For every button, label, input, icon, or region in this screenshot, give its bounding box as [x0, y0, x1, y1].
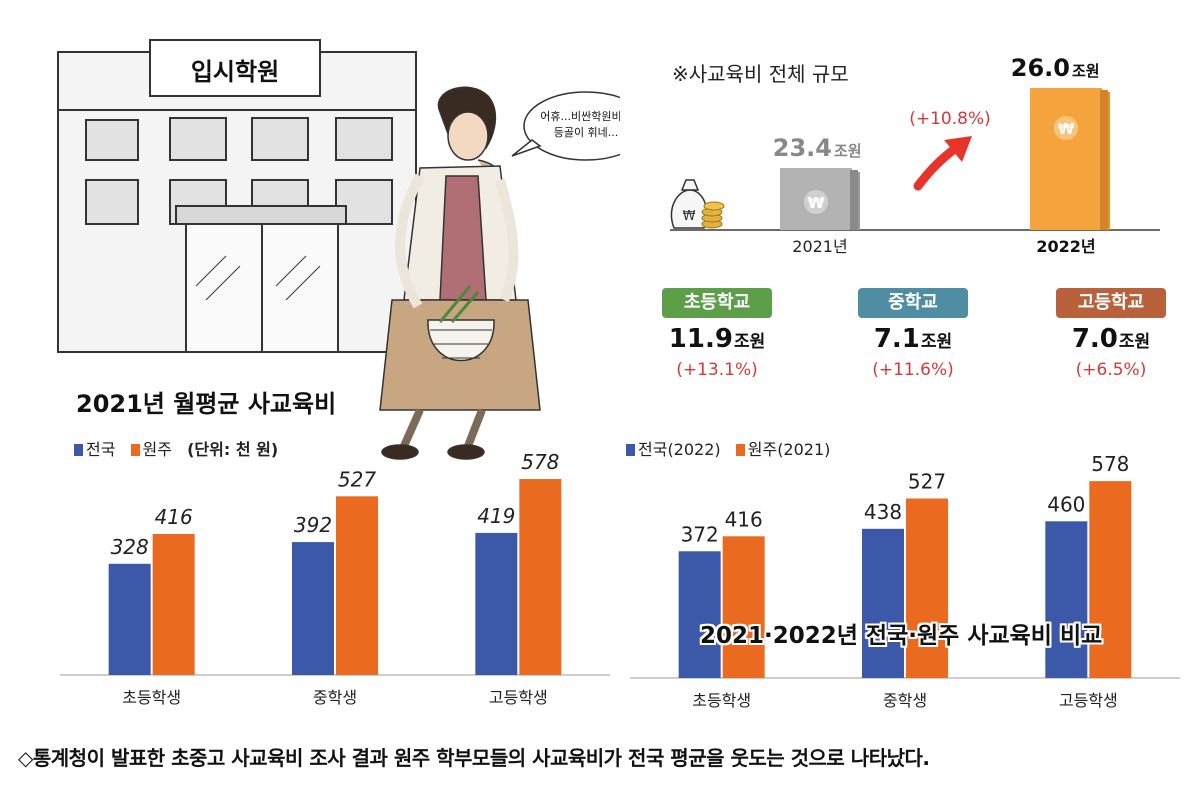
chart2-bar-0-0: [678, 551, 721, 678]
chart1-value-2-1: 578: [521, 450, 559, 474]
won-icon-2021: ₩: [808, 194, 825, 212]
chart2-legend-national: 전국(2022): [626, 440, 721, 459]
chart2-title: 2021·2022년 전국·원주 사교육비 비교: [700, 623, 1103, 649]
chart1-legend-national: 전국: [74, 440, 115, 459]
chart2-value-0-1: 416: [725, 507, 763, 531]
amount-middle-unit: 조원: [920, 332, 953, 352]
chart2-legend: 전국(2022) 원주(2021): [626, 436, 840, 460]
academy-sign: 입시학원: [191, 58, 279, 86]
chart1-bar-1-0: [292, 542, 334, 675]
won-icon-2022: ₩: [1058, 120, 1075, 138]
chart1-value-1-1: 527: [338, 467, 376, 491]
badge-middle: 중학교: [858, 288, 968, 318]
chart1-bar-0-1: [152, 533, 195, 675]
value-2022: 26.0: [1011, 54, 1070, 82]
chart2-bar-0-1: [722, 536, 765, 678]
badge-high: 고등학교: [1056, 288, 1166, 318]
bar-2022: ₩: [1030, 88, 1110, 230]
chart1-title: 2021년 월평균 사교육비: [76, 390, 337, 418]
amount-elementary-unit: 조원: [733, 332, 766, 352]
chart2-value-1-1: 527: [908, 469, 946, 493]
scale-graphic: ₩ ₩ 23.4 조원 2021년 (+10.8%) ₩ 26.0 조원 202…: [670, 54, 1160, 256]
amount-high: 7.0조원: [1041, 324, 1181, 354]
total-growth: (+10.8%): [909, 109, 991, 129]
chart1-category-1: 중학생: [313, 688, 357, 707]
chart2-value-1-0: 438: [864, 500, 902, 524]
chart1-bar-2-1: [519, 479, 562, 675]
chart2-value-2-0: 460: [1047, 492, 1085, 516]
badge-elementary: 초등학교: [662, 288, 772, 318]
chart2-legend-wonju: 원주(2021): [735, 440, 830, 459]
speech-bubble: 어휴...비싼학원비에 등골이 휘네...: [511, 91, 620, 161]
chart2-category-1: 중학생: [883, 691, 927, 710]
chart1-value-0-1: 416: [155, 505, 193, 529]
chart1-bar-1-1: [336, 496, 378, 675]
bar-2021: ₩: [780, 168, 860, 230]
chart2-value-0-0: 372: [681, 522, 719, 546]
chart2-bar-1-0: [862, 528, 904, 678]
academy-illustration: i 입시학원 어휴...비싼학원비에 등골이 휘네...: [57, 39, 620, 460]
amount-middle: 7.1조원: [843, 324, 983, 354]
amount-high-value: 7.0: [1071, 324, 1118, 354]
photo-caption: ◇통계청이 발표한 초중고 사교육비 조사 결과 원주 학부모들의 사교육비가 …: [18, 746, 930, 770]
mother-figure: [379, 86, 541, 460]
chart2-bar-2-0: [1045, 521, 1088, 678]
chart1-value-0-0: 328: [111, 535, 149, 559]
speech-line-1: 어휴...비싼학원비에: [540, 110, 620, 123]
year-2021: 2021년: [792, 237, 847, 256]
svg-text:₩: ₩: [683, 209, 696, 224]
amount-high-unit: 조원: [1118, 332, 1151, 352]
academy-building: [57, 39, 417, 353]
chart1-value-2-0: 419: [477, 504, 515, 528]
growth-high: (+6.5%): [1075, 360, 1147, 380]
money-bag-icon: ₩: [670, 179, 725, 229]
amount-middle-value: 7.1: [873, 324, 920, 354]
chart1-category-0: 초등학생: [122, 688, 181, 707]
growth-elementary: (+13.1%): [676, 360, 758, 380]
unit-2022: 조원: [1072, 62, 1100, 80]
value-2021: 23.4: [773, 134, 832, 162]
year-2022: 2022년: [1036, 237, 1095, 256]
chart2-category-0: 초등학생: [692, 691, 751, 710]
growth-arrow-icon: [913, 136, 972, 191]
chart2-bar-2-1: [1089, 481, 1132, 678]
unit-2021: 조원: [834, 142, 862, 160]
speech-line-2: 등골이 휘네...: [554, 126, 619, 139]
growth-middle: (+11.6%): [872, 360, 954, 380]
chart2-value-2-1: 578: [1091, 452, 1129, 476]
amount-elementary: 11.9조원: [647, 324, 787, 354]
chart1-legend: 전국 원주 (단위: 천 원): [74, 436, 278, 460]
chart1-unit: (단위: 천 원): [187, 440, 279, 459]
chart1-bar-2-0: [475, 532, 518, 675]
chart2-bar-1-1: [906, 498, 948, 678]
amount-elementary-value: 11.9: [668, 324, 733, 354]
chart1-legend-wonju: 원주: [130, 440, 172, 459]
chart1-value-1-0: 392: [294, 513, 332, 537]
scale-title: ※사교육비 전체 규모: [672, 62, 849, 86]
chart1-bar-0-0: [108, 563, 151, 675]
chart2-category-2: 고등학생: [1059, 691, 1118, 710]
chart1-category-2: 고등학생: [489, 688, 548, 707]
